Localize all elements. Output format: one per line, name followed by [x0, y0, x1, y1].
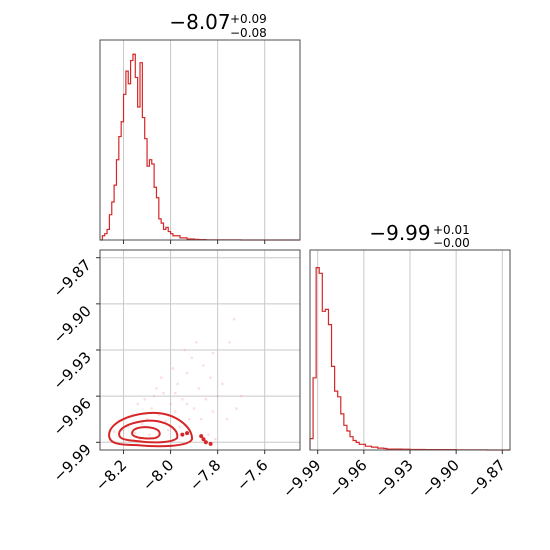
scatter-point	[188, 417, 191, 421]
scatter-point	[221, 382, 224, 386]
scatter-point	[204, 397, 208, 401]
histogram-line-param1	[100, 53, 300, 241]
scatter-point	[152, 394, 156, 398]
scatter-point	[185, 371, 189, 375]
scatter-point	[216, 394, 219, 398]
contour-mid	[118, 419, 179, 444]
scatter-point	[141, 422, 144, 426]
scatter-point	[178, 425, 182, 429]
title-param1-upper: +0.09	[230, 12, 267, 26]
panel-frame	[99, 39, 301, 241]
scatter-point	[150, 407, 154, 410]
scatter-point	[209, 376, 212, 379]
scatter-point	[211, 351, 215, 355]
scatter-point-dense	[208, 441, 213, 446]
scatter-point	[159, 376, 163, 379]
scatter-point	[192, 407, 196, 410]
scatter-point	[173, 410, 177, 413]
scatter-point-dense	[201, 437, 206, 442]
title-param1: −8.07	[169, 10, 230, 34]
y-tick-label: −9.99	[50, 440, 95, 485]
title-param2-upper: +0.01	[433, 223, 470, 237]
contour-outer	[108, 411, 194, 448]
scatter-point	[148, 433, 151, 436]
scatter-point	[155, 387, 158, 390]
scatter-point	[225, 417, 229, 421]
scatter-point	[173, 391, 177, 395]
x-tick-label: −9.90	[418, 456, 463, 501]
contour-inner	[131, 426, 161, 440]
contour-panel-bottom-left: −8.2 −8.0 −7.8 −7.6 −9.99−9.96−9.93−9.90−9.8…	[50, 249, 301, 495]
scatter-point	[171, 367, 175, 370]
x-tick-label: −9.99	[279, 456, 324, 501]
y-tick-label: −9.87	[50, 256, 95, 301]
scatter-point	[228, 341, 231, 344]
scatter-point	[202, 364, 205, 367]
scatter-point	[143, 397, 147, 401]
scatter-point	[112, 430, 116, 433]
x-tick-label: −9.87	[464, 456, 509, 501]
scatter-point	[122, 428, 125, 432]
scatter-point	[239, 394, 243, 398]
scatter-point	[213, 437, 217, 441]
scatter-point	[199, 417, 203, 421]
scatter-point	[176, 382, 179, 386]
scatter-point	[164, 419, 168, 423]
y-tick-label: −9.90	[50, 302, 95, 347]
x-tick-label: −8.0	[139, 456, 177, 494]
y-tick-label: −9.93	[50, 348, 95, 393]
x-tick-label: −7.6	[233, 456, 271, 494]
scatter-point	[235, 407, 238, 410]
scatter-point-dense	[185, 431, 190, 436]
scatter-point	[190, 356, 194, 359]
scatter-point	[183, 348, 187, 352]
scatter-point	[166, 428, 170, 432]
scatter-point	[211, 410, 215, 413]
scatter-point-dense	[180, 432, 185, 437]
histogram-line-param2	[309, 267, 510, 451]
scatter-point	[232, 317, 236, 321]
x-tick-label: −9.96	[325, 456, 370, 501]
x-tick-label: −8.2	[92, 456, 130, 494]
scatter-point	[169, 402, 172, 406]
scatter-point	[136, 402, 139, 406]
x-tick-label: −9.93	[372, 456, 417, 501]
scatter-point	[181, 397, 184, 401]
title-param1-lower: −0.08	[230, 26, 267, 40]
scatter-point	[206, 433, 210, 436]
scatter-point-dense	[199, 434, 204, 439]
scatter-point	[195, 341, 198, 344]
y-tick-label: −9.96	[50, 394, 95, 439]
x-tick-label: −7.8	[186, 456, 224, 494]
scatter-point	[185, 402, 189, 406]
title-param2: −9.99	[369, 221, 430, 245]
histogram-panel-top-left: −8.07 +0.09 −0.08	[99, 10, 301, 244]
title-param2-lower: −0.00	[433, 236, 470, 250]
scatter-point	[162, 391, 165, 395]
histogram-panel-bottom-right: −9.99 −9.96 −9.93 −9.90 −9.87 −9.99 +0.01 −0…	[279, 221, 511, 501]
scatter-point-dense	[203, 440, 208, 445]
scatter-point	[197, 387, 201, 390]
scatter-point	[133, 431, 137, 435]
